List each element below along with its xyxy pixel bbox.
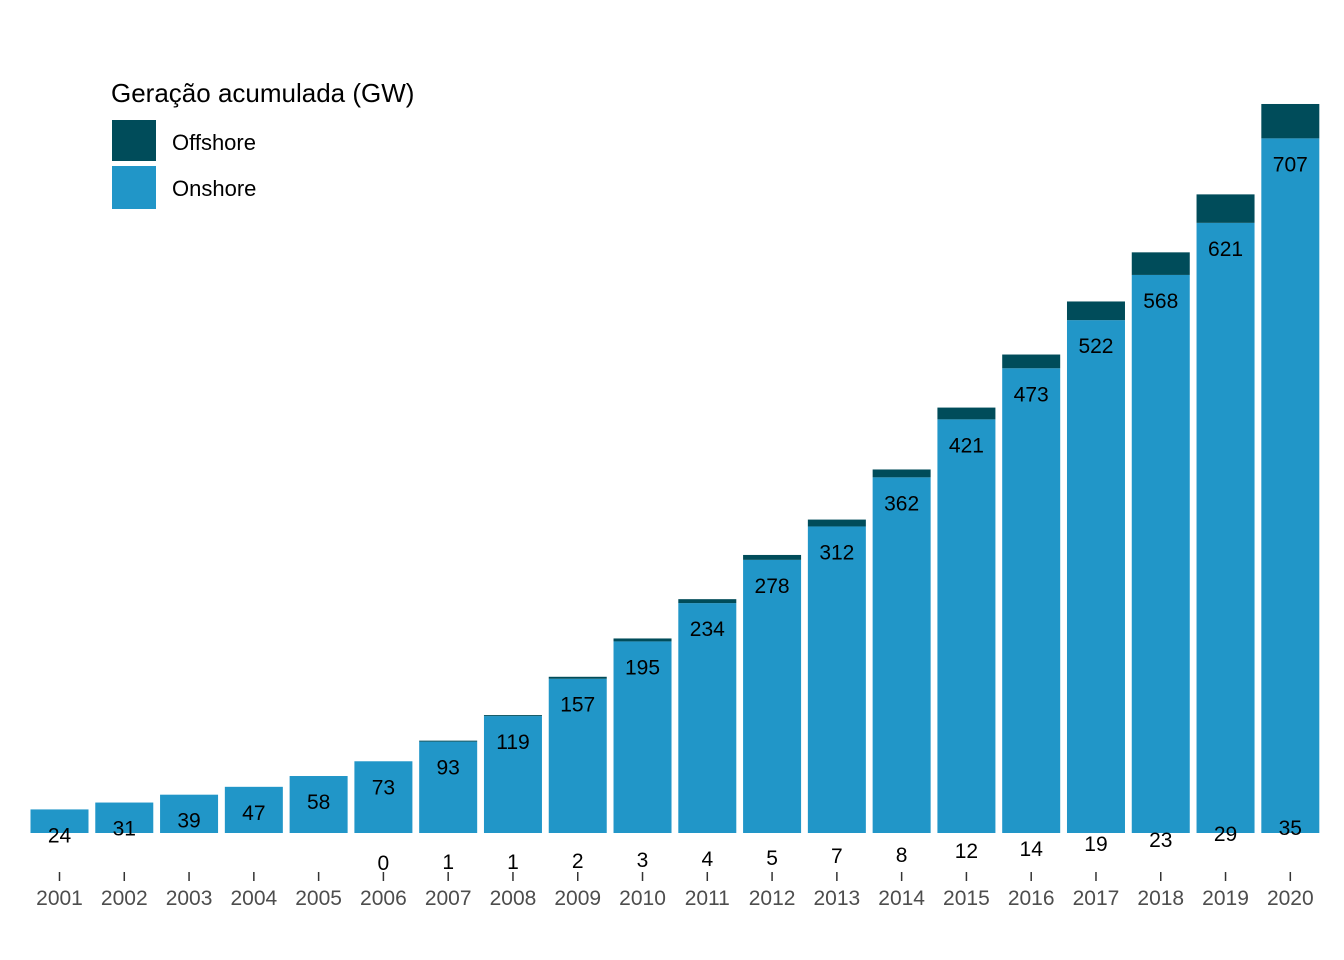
- label-offshore-2006: 0: [378, 852, 390, 875]
- bar-onshore-2005: [289, 776, 348, 833]
- bar-onshore-2008: [483, 716, 542, 833]
- x-tick-label-2014: 2014: [878, 887, 925, 910]
- label-offshore-2015: 12: [955, 840, 978, 863]
- bar-onshore-2011: [678, 603, 737, 833]
- x-tick-label-2001: 2001: [36, 887, 83, 910]
- x-tick-label-2002: 2002: [101, 887, 148, 910]
- x-tick-label-2011: 2011: [685, 887, 730, 910]
- bar-onshore-2010: [613, 641, 672, 833]
- legend-swatch-offshore: [112, 120, 156, 161]
- label-onshore-2003: 39: [177, 810, 200, 833]
- bar-offshore-2015: [937, 407, 996, 420]
- data-labels-layer: 24 31 39 47 58 73 0 93 1 119 1 157 2 195 3 234 4 278 5 312 7…: [48, 153, 1308, 875]
- bar-onshore-2017: [1066, 320, 1125, 833]
- label-offshore-2013: 7: [831, 845, 843, 868]
- label-offshore-2007: 1: [442, 851, 454, 874]
- bar-onshore-2003: [160, 794, 219, 833]
- bar-onshore-2007: [419, 741, 478, 833]
- bar-onshore-2015: [937, 419, 996, 833]
- label-offshore-2020: 35: [1279, 817, 1302, 840]
- label-offshore-2010: 3: [637, 849, 649, 872]
- label-offshore-2012: 5: [766, 847, 778, 870]
- bar-onshore-2001: [30, 809, 89, 833]
- label-onshore-2006: 73: [372, 776, 395, 799]
- bar-onshore-2014: [872, 477, 931, 833]
- label-onshore-2001: 24: [48, 824, 72, 847]
- label-onshore-2015: 421: [949, 434, 984, 457]
- label-onshore-2012: 278: [755, 575, 790, 598]
- label-onshore-2009: 157: [560, 694, 595, 717]
- bar-onshore-2006: [354, 761, 413, 833]
- bar-onshore-2018: [1131, 274, 1190, 833]
- x-tick-label-2015: 2015: [943, 887, 990, 910]
- x-tick-label-2009: 2009: [554, 887, 601, 910]
- legend: Geração acumulada (GW) Offshore Onshore: [111, 78, 414, 209]
- bar-onshore-2020: [1261, 138, 1320, 833]
- legend-title: Geração acumulada (GW): [111, 78, 414, 108]
- bar-offshore-2019: [1196, 194, 1255, 223]
- bar-onshore-2002: [95, 802, 154, 833]
- bar-offshore-2017: [1066, 301, 1125, 321]
- label-onshore-2017: 522: [1078, 335, 1113, 358]
- label-offshore-2014: 8: [896, 844, 908, 867]
- bar-offshore-2007: [419, 740, 478, 742]
- bar-offshore-2016: [1002, 354, 1061, 369]
- bar-offshore-2012: [743, 554, 802, 560]
- label-offshore-2018: 23: [1149, 829, 1172, 852]
- bar-onshore-2009: [548, 678, 607, 833]
- bars-layer: [30, 103, 1320, 833]
- x-tick-label-2020: 2020: [1267, 887, 1314, 910]
- label-onshore-2007: 93: [437, 757, 460, 780]
- x-tick-label-2016: 2016: [1008, 887, 1055, 910]
- legend-label-onshore: Onshore: [172, 176, 256, 201]
- x-tick-label-2008: 2008: [490, 887, 537, 910]
- label-onshore-2004: 47: [242, 802, 265, 825]
- label-onshore-2008: 119: [496, 731, 529, 754]
- x-tick-label-2017: 2017: [1073, 887, 1120, 910]
- x-tick-label-2003: 2003: [166, 887, 213, 910]
- label-onshore-2016: 473: [1014, 383, 1049, 406]
- label-offshore-2016: 14: [1020, 838, 1044, 861]
- label-offshore-2017: 19: [1084, 833, 1107, 856]
- label-onshore-2011: 234: [690, 618, 725, 641]
- label-onshore-2018: 568: [1143, 290, 1178, 313]
- label-onshore-2020: 707: [1273, 153, 1308, 176]
- bar-onshore-2016: [1002, 368, 1061, 833]
- legend-swatch-onshore: [112, 166, 156, 209]
- x-tick-label-2006: 2006: [360, 887, 407, 910]
- bar-onshore-2013: [807, 526, 866, 833]
- bar-offshore-2018: [1131, 252, 1190, 275]
- x-tick-label-2013: 2013: [814, 887, 861, 910]
- bar-offshore-2009: [548, 676, 607, 679]
- x-tick-label-2005: 2005: [295, 887, 342, 910]
- x-tick-label-2018: 2018: [1137, 887, 1184, 910]
- x-axis: 2001 2002 2003 2004 2005 2006 2007 2008 2009 2010…: [36, 872, 1314, 910]
- x-tick-label-2019: 2019: [1202, 887, 1249, 910]
- bar-offshore-2013: [807, 519, 866, 527]
- bar-onshore-2019: [1196, 222, 1255, 833]
- bar-offshore-2020: [1261, 103, 1320, 139]
- label-onshore-2013: 312: [819, 541, 854, 564]
- label-offshore-2019: 29: [1214, 823, 1237, 846]
- x-tick-label-2004: 2004: [230, 887, 277, 910]
- bar-offshore-2008: [483, 715, 542, 717]
- bar-offshore-2010: [613, 638, 672, 642]
- bar-onshore-2004: [224, 786, 283, 833]
- label-onshore-2019: 621: [1208, 238, 1243, 261]
- label-onshore-2005: 58: [307, 791, 330, 814]
- legend-label-offshore: Offshore: [172, 130, 256, 155]
- label-offshore-2011: 4: [701, 848, 713, 871]
- label-onshore-2010: 195: [625, 656, 660, 679]
- bar-offshore-2014: [872, 469, 931, 478]
- label-offshore-2009: 2: [572, 850, 584, 873]
- label-onshore-2014: 362: [884, 492, 919, 515]
- label-offshore-2008: 1: [507, 851, 519, 874]
- x-tick-label-2010: 2010: [619, 887, 666, 910]
- bar-onshore-2012: [743, 559, 802, 833]
- bar-offshore-2011: [678, 599, 737, 604]
- x-tick-label-2012: 2012: [749, 887, 796, 910]
- label-onshore-2002: 31: [113, 818, 136, 841]
- x-tick-label-2007: 2007: [425, 887, 472, 910]
